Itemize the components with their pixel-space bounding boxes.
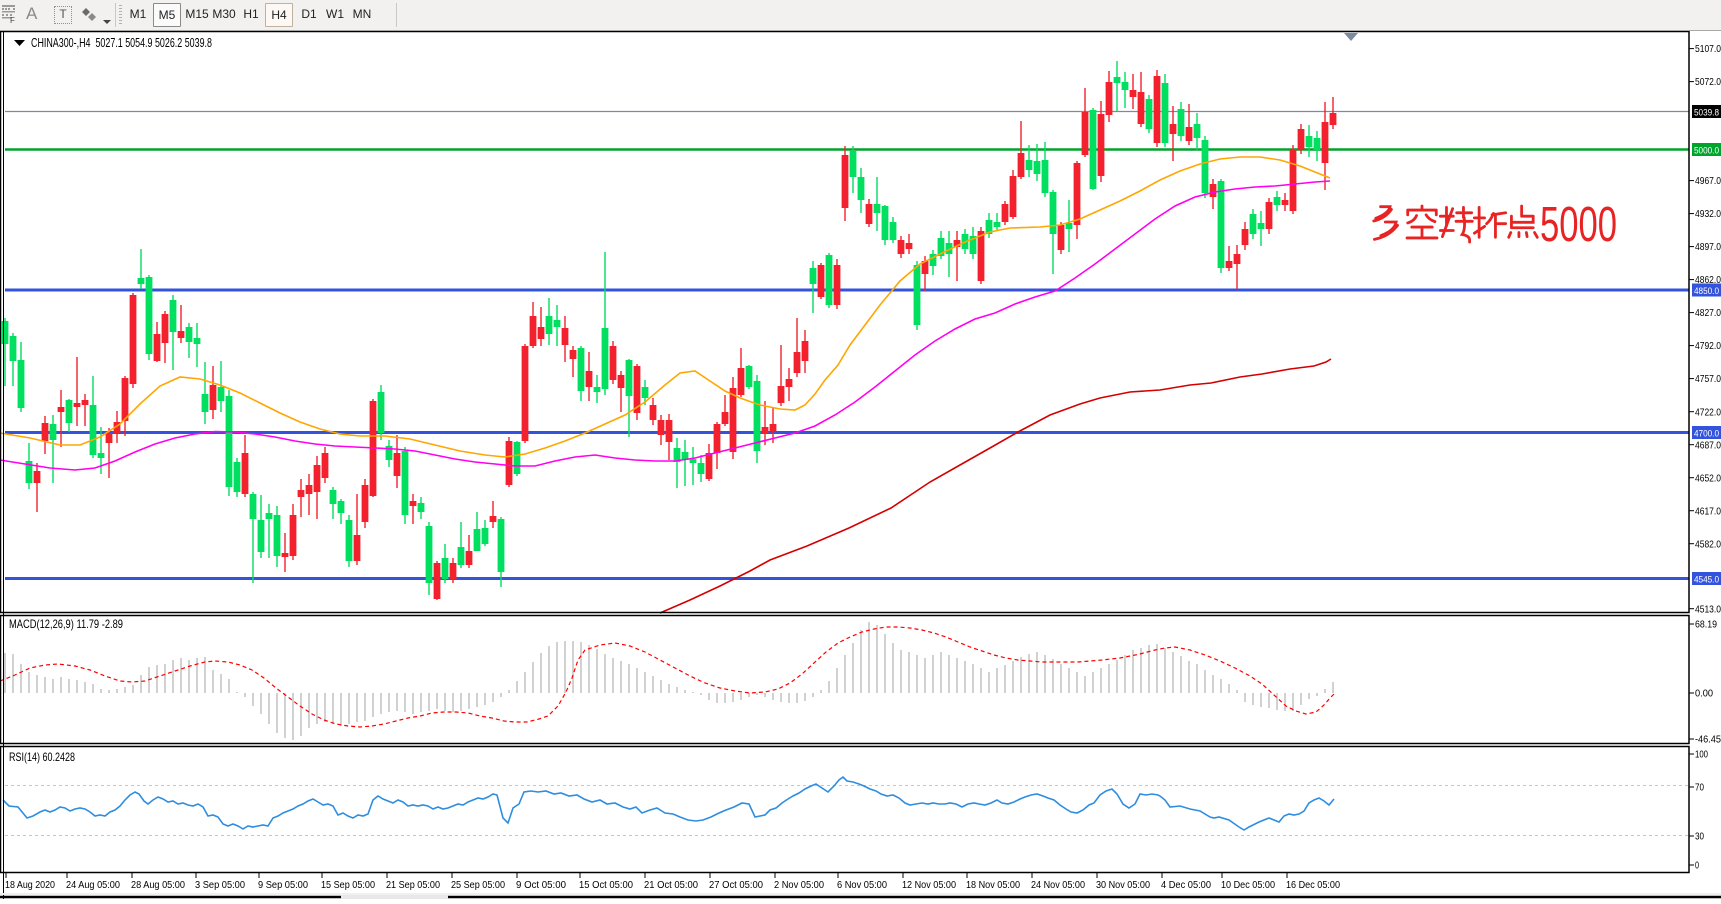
svg-text:15 Sep 05:00: 15 Sep 05:00: [321, 879, 375, 891]
svg-text:MACD(12,26,9) 11.79 -2.89: MACD(12,26,9) 11.79 -2.89: [9, 617, 123, 631]
svg-text:25 Sep 05:00: 25 Sep 05:00: [451, 879, 505, 891]
svg-text:4850.0: 4850.0: [1694, 286, 1719, 297]
svg-text:30: 30: [1695, 831, 1704, 843]
svg-text:68.19: 68.19: [1695, 619, 1717, 631]
svg-text:12 Nov 05:00: 12 Nov 05:00: [902, 879, 956, 891]
svg-text:0.00: 0.00: [1695, 688, 1713, 700]
svg-text:RSI(14) 60.2428: RSI(14) 60.2428: [9, 750, 75, 764]
svg-text:18 Nov 05:00: 18 Nov 05:00: [966, 879, 1020, 891]
svg-text:CHINA300-,H4 5027.1 5054.9 50: CHINA300-,H4 5027.1 5054.9 5026.2 5039.8: [31, 36, 212, 50]
svg-text:4897.0: 4897.0: [1695, 241, 1721, 253]
svg-text:4582.0: 4582.0: [1695, 538, 1721, 550]
svg-text:9 Sep 05:00: 9 Sep 05:00: [258, 879, 308, 891]
svg-text:4967.0: 4967.0: [1695, 175, 1721, 187]
svg-text:0: 0: [1695, 860, 1699, 872]
svg-text:2 Nov 05:00: 2 Nov 05:00: [774, 879, 824, 891]
svg-text:24 Nov 05:00: 24 Nov 05:00: [1031, 879, 1085, 891]
svg-text:28 Aug 05:00: 28 Aug 05:00: [131, 879, 185, 891]
svg-text:5072.0: 5072.0: [1695, 76, 1721, 88]
svg-text:4932.0: 4932.0: [1695, 208, 1721, 220]
svg-text:4513.0: 4513.0: [1695, 603, 1721, 615]
svg-text:9 Oct 05:00: 9 Oct 05:00: [516, 879, 566, 891]
svg-text:10 Dec 05:00: 10 Dec 05:00: [1221, 879, 1275, 891]
svg-text:4 Dec 05:00: 4 Dec 05:00: [1161, 879, 1211, 891]
svg-text:16 Dec 05:00: 16 Dec 05:00: [1286, 879, 1340, 891]
svg-text:5107.0: 5107.0: [1695, 43, 1721, 55]
svg-text:21 Sep 05:00: 21 Sep 05:00: [386, 879, 440, 891]
svg-text:-46.45: -46.45: [1695, 734, 1721, 746]
svg-text:4757.0: 4757.0: [1695, 373, 1721, 385]
svg-text:6 Nov 05:00: 6 Nov 05:00: [837, 879, 887, 891]
svg-text:18 Aug 2020: 18 Aug 2020: [5, 879, 55, 891]
svg-text:21 Oct 05:00: 21 Oct 05:00: [644, 879, 698, 891]
svg-text:5000: 5000: [1540, 198, 1617, 252]
svg-text:5000.0: 5000.0: [1694, 145, 1719, 156]
svg-text:70: 70: [1695, 782, 1704, 794]
svg-text:5039.8: 5039.8: [1694, 107, 1719, 118]
svg-text:F: F: [10, 16, 15, 24]
svg-text:4652.0: 4652.0: [1695, 472, 1721, 484]
svg-text:4545.0: 4545.0: [1694, 574, 1719, 585]
svg-text:4792.0: 4792.0: [1695, 340, 1721, 352]
svg-text:4827.0: 4827.0: [1695, 307, 1721, 319]
svg-text:24 Aug 05:00: 24 Aug 05:00: [66, 879, 120, 891]
svg-text:4862.0: 4862.0: [1695, 274, 1721, 286]
svg-text:4687.0: 4687.0: [1695, 439, 1721, 451]
svg-text:100: 100: [1695, 749, 1708, 761]
svg-text:4722.0: 4722.0: [1695, 406, 1721, 418]
svg-text:4700.0: 4700.0: [1694, 428, 1719, 439]
svg-text:27 Oct 05:00: 27 Oct 05:00: [709, 879, 763, 891]
svg-text:30 Nov 05:00: 30 Nov 05:00: [1096, 879, 1150, 891]
svg-text:4617.0: 4617.0: [1695, 505, 1721, 517]
svg-text:15 Oct 05:00: 15 Oct 05:00: [579, 879, 633, 891]
svg-text:3 Sep 05:00: 3 Sep 05:00: [195, 879, 245, 891]
